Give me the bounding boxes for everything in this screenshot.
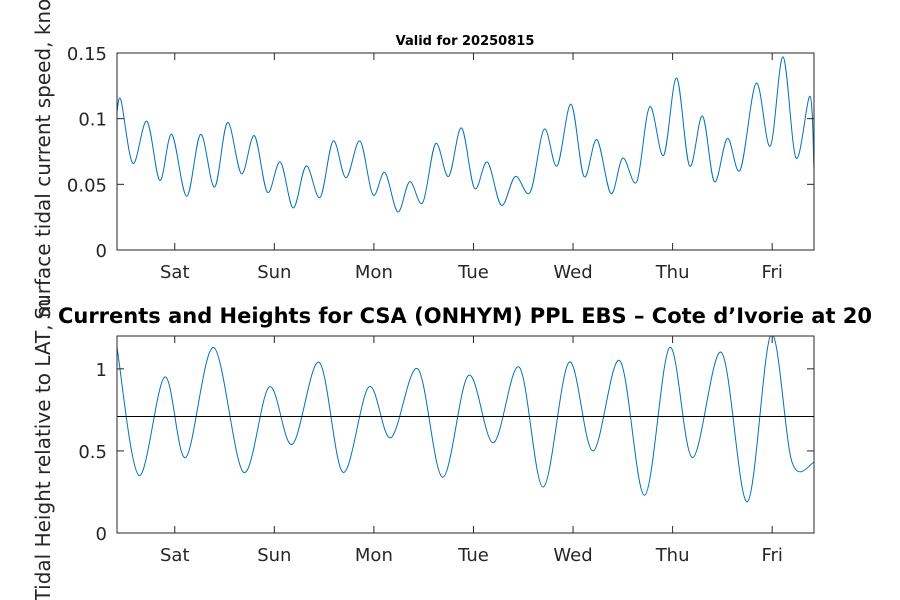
y-tick-label: 0 (96, 524, 107, 545)
x-tick-label: Fri (761, 545, 782, 566)
x-tick-label: Tue (457, 262, 489, 283)
current-speed-series (117, 56, 814, 213)
x-tick-label: Wed (553, 545, 592, 566)
tidal-height-plot-area (117, 336, 814, 533)
series-line (117, 56, 814, 213)
tidal-height-title: Currents and Heights for CSA (ONHYM) PPL… (58, 304, 872, 328)
y-tick-label: 0.05 (67, 175, 107, 196)
current-speed-chart: 0 0.05 0.1 0.15 Sat Sun Mon Tue Wed Thu Fri Valid… (31, 0, 815, 320)
current-speed-title: Valid for 20250815 (396, 34, 535, 49)
x-tick-label: Mon (355, 262, 393, 283)
tidal-height-series (117, 336, 814, 503)
tidal-height-chart: 00.51 Sat Sun Mon Tue Wed Thu Fri Tidal Height… (31, 299, 872, 600)
y-tick-label: 0 (96, 241, 107, 262)
current-speed-plot-area (117, 53, 814, 250)
x-tick-label: Sat (160, 262, 190, 283)
x-tick-label: Fri (761, 262, 782, 283)
x-tick-label: Thu (655, 262, 690, 283)
current-speed-x-ticks: Sat Sun Mon Tue Wed Thu Fri (160, 53, 783, 283)
x-tick-label: Thu (655, 545, 690, 566)
x-tick-label: Sun (257, 262, 291, 283)
x-tick-label: Wed (553, 262, 592, 283)
y-tick-label: 0.15 (67, 44, 107, 65)
x-tick-label: Sun (257, 545, 291, 566)
x-tick-label: Mon (355, 545, 393, 566)
y-tick-label: 0.5 (78, 442, 107, 463)
y-tick-label: 1 (96, 360, 107, 381)
series-line (117, 336, 814, 503)
tidal-height-y-axis-label: Tidal Height relative to LAT, m (31, 299, 55, 600)
tidal-height-y-ticks: 00.51 (78, 360, 814, 545)
tidal-height-x-ticks: Sat Sun Mon Tue Wed Thu Fri (160, 336, 783, 566)
y-tick-label: 0.1 (78, 110, 107, 131)
tidal-height-axes-box (116, 335, 815, 534)
x-tick-label: Sat (160, 545, 190, 566)
current-speed-y-axis-label: Surface tidal current speed, knots (31, 0, 55, 320)
current-speed-axes-box (116, 52, 815, 251)
x-tick-label: Tue (457, 545, 489, 566)
current-speed-y-ticks: 0 0.05 0.1 0.15 (67, 44, 814, 262)
